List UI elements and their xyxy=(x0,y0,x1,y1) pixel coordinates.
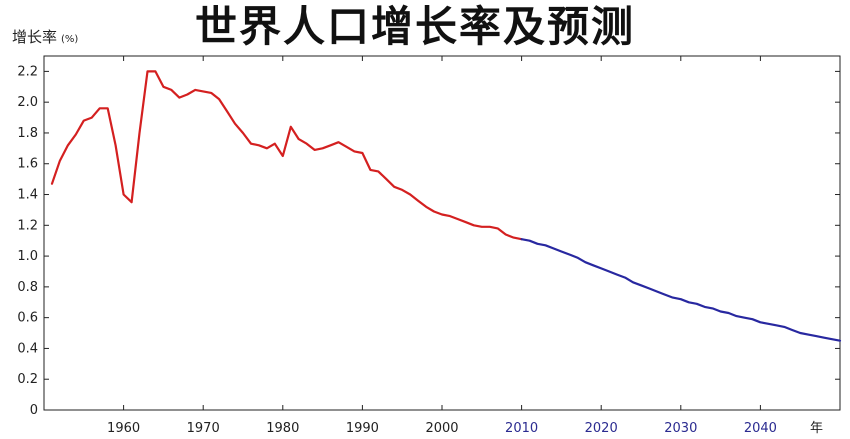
y-axis: 0 0.2 0.4 0.6 0.8 1.0 1.2 1.4 1.6 1.8 2.0 2.2 xyxy=(17,64,840,418)
historical-series-line xyxy=(50,70,523,241)
x-tick-label: 1960 xyxy=(107,421,140,436)
y-axis-label: 增长率 (%) xyxy=(12,26,78,47)
plot-area-border xyxy=(43,55,841,411)
series-lines xyxy=(50,70,842,342)
x-tick-label: 2010 xyxy=(505,421,538,436)
x-axis: 1960 1970 1980 1990 2000 2010 2020 2030 2040 xyxy=(107,56,777,436)
plot-frame xyxy=(43,55,841,411)
y-tick-label: 1.8 xyxy=(17,126,38,141)
x-tick-label: 1990 xyxy=(346,421,379,436)
y-tick-label: 1.2 xyxy=(17,218,38,233)
y-tick-label: 1.4 xyxy=(17,188,38,203)
y-tick-label: 1.6 xyxy=(17,157,38,172)
x-tick-label: 1970 xyxy=(187,421,220,436)
y-tick-label: 2.0 xyxy=(17,95,38,110)
y-axis-unit: (%) xyxy=(61,34,79,45)
x-tick-label: 2000 xyxy=(425,421,458,436)
y-tick-label: 2.2 xyxy=(17,64,38,79)
y-tick-label: 0.6 xyxy=(17,311,38,326)
forecast-series-line xyxy=(520,238,842,342)
y-tick-label: 1.0 xyxy=(17,249,38,264)
y-tick-label: 0.8 xyxy=(17,280,38,295)
x-axis-label: 年 xyxy=(810,421,823,436)
y-tick-label: 0.4 xyxy=(17,341,38,356)
x-tick-label: 2020 xyxy=(585,421,618,436)
y-axis-label-text: 增长率 xyxy=(12,28,58,46)
x-tick-label: 2040 xyxy=(744,421,777,436)
chart-title: 世界人口增长率及预测 xyxy=(195,2,636,51)
x-tick-label: 2030 xyxy=(664,421,697,436)
x-tick-label: 1980 xyxy=(266,421,299,436)
y-tick-label: 0 xyxy=(30,403,38,418)
y-tick-label: 0.2 xyxy=(17,372,38,387)
